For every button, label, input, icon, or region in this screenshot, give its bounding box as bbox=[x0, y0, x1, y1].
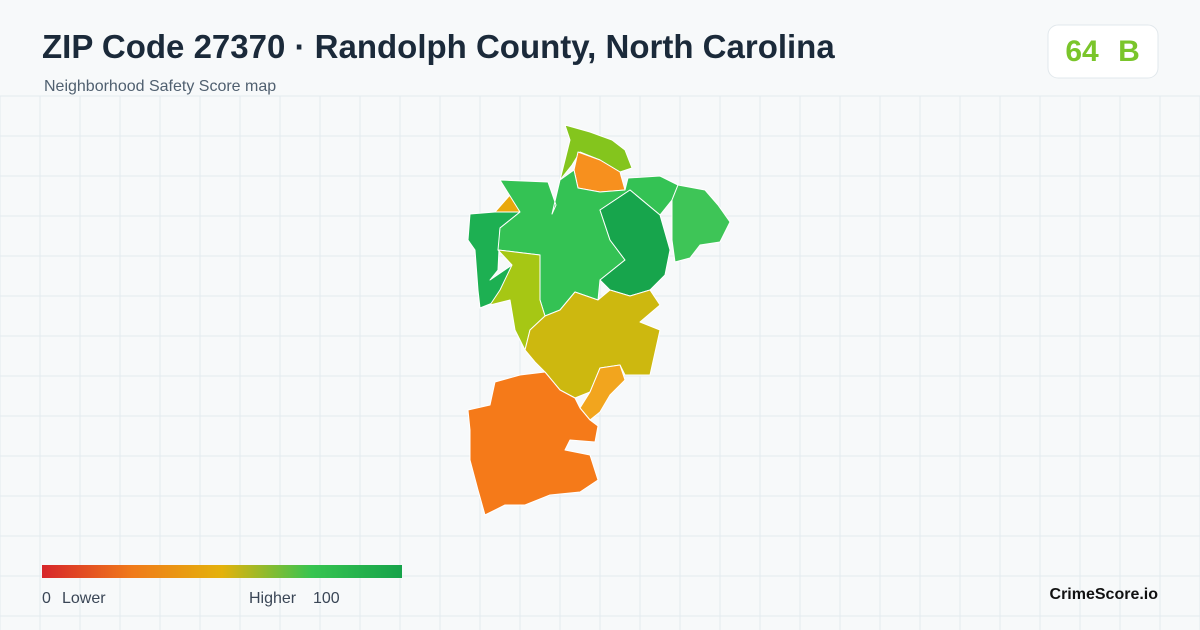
region bbox=[524, 289, 661, 399]
title: ZIP Code 27370 · Randolph County, North … bbox=[42, 28, 835, 65]
region bbox=[579, 364, 626, 421]
legend-min: 0 bbox=[42, 590, 51, 607]
legend-bar bbox=[42, 565, 402, 578]
neighborhood-map bbox=[467, 124, 731, 516]
region bbox=[467, 371, 599, 516]
legend-min-label: Lower bbox=[62, 590, 106, 607]
legend-max: 100 bbox=[313, 590, 340, 607]
region bbox=[671, 184, 731, 263]
score-value: 64 bbox=[1065, 35, 1099, 68]
subtitle: Neighborhood Safety Score map bbox=[44, 78, 276, 95]
legend-max-label: Higher bbox=[249, 590, 297, 607]
score-grade: B bbox=[1118, 35, 1140, 68]
score-badge bbox=[1047, 24, 1159, 79]
grid bbox=[0, 95, 1200, 630]
brand: CrimeScore.io bbox=[1050, 586, 1159, 603]
